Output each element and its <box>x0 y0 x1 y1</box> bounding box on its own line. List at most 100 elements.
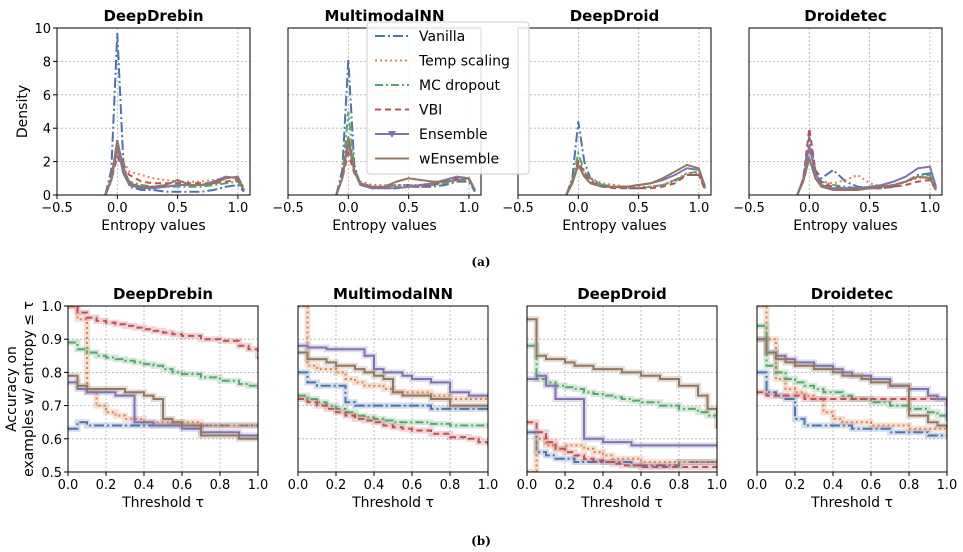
panel-title: Droidetec <box>804 7 886 25</box>
x-tick-label: 0.5 <box>398 201 419 216</box>
series-line-vbi <box>757 391 947 406</box>
legend-label-mc-dropout: MC dropout <box>419 78 501 94</box>
plot-frame <box>67 305 259 473</box>
x-axis-label: Entropy values <box>332 218 436 234</box>
panel-title: DeepDrebin <box>103 7 203 25</box>
x-tick-label: 1.0 <box>689 201 710 216</box>
x-tick-label: 0.2 <box>555 478 576 493</box>
series-line-temp-scaling <box>298 306 488 400</box>
x-tick-label: 0.5 <box>859 201 880 216</box>
x-tick-label: −0.5 <box>733 201 765 216</box>
x-tick-label: 0.6 <box>172 478 193 493</box>
x-tick-label: 0.6 <box>861 478 882 493</box>
x-tick-label: 0.0 <box>338 201 359 216</box>
series-line-wensemble <box>68 374 258 440</box>
x-tick-label: 0.4 <box>593 478 614 493</box>
y-tick-label: 6 <box>43 89 51 104</box>
series-line-ensemble <box>68 381 258 437</box>
plot-frame <box>526 305 718 473</box>
series-group <box>104 32 245 195</box>
x-tick-label: 1.0 <box>920 201 941 216</box>
series-line-vbi <box>68 306 258 360</box>
x-tick-label: 1.0 <box>248 478 269 493</box>
series-group <box>565 121 706 195</box>
panel-6: 0.0 0.2 0.4 0.6 0.8 1.0 MultimodalNN Threshold … <box>288 285 499 511</box>
panel-title: DeepDrebin <box>113 285 213 303</box>
legend-label-vbi: VBI <box>419 103 442 119</box>
series-line-wensemble <box>757 338 947 429</box>
x-tick-label: 0.2 <box>785 478 806 493</box>
caption-b: (b) <box>471 534 491 548</box>
series-group <box>68 306 258 442</box>
series-line-vbi <box>527 421 717 468</box>
x-axis-label: Threshold τ <box>810 495 893 511</box>
legend-box <box>366 21 530 175</box>
series-band-wensemble <box>527 316 717 429</box>
series-group <box>757 306 947 439</box>
legend-label-ensemble: Ensemble <box>419 127 488 143</box>
x-tick-label: 0.0 <box>568 201 589 216</box>
x-tick-label: 0.0 <box>517 478 538 493</box>
x-tick-label: −0.5 <box>41 201 73 216</box>
x-tick-label: 1.0 <box>459 201 480 216</box>
series-line-vanilla <box>104 32 245 195</box>
series-line-ensemble <box>757 338 947 419</box>
series-line-mc-dropout <box>104 147 245 195</box>
y-tick-label: 1.0 <box>41 300 62 315</box>
series-line-ensemble <box>104 146 245 195</box>
panel-3: −0.5 0.0 0.5 1.0 DeepDroid Entropy values <box>502 7 712 234</box>
series-line-mc-dropout <box>757 324 947 423</box>
x-tick-label: 0.0 <box>799 201 820 216</box>
x-axis-label: Entropy values <box>101 218 205 234</box>
panel-title: MultimodalNN <box>333 285 453 303</box>
series-line-wensemble <box>527 318 717 429</box>
legend-label-wensemble: wEnsemble <box>419 152 499 168</box>
y-tick-label: 2 <box>43 156 51 171</box>
panel-7: 0.0 0.2 0.4 0.6 0.8 1.0 DeepDroid Threshold τ <box>517 285 728 511</box>
panel-5: 0.0 0.2 0.4 0.6 0.8 1.0 0.5 0.6 0.7 0.8 0.9 1.0 Deep… <box>4 285 268 511</box>
panel-title: MultimodalNN <box>324 7 444 25</box>
y-tick-label: 8 <box>43 55 51 70</box>
series-line-vanilla <box>565 121 706 195</box>
series-line-ensemble <box>298 344 488 397</box>
series-line-wensemble <box>796 154 937 195</box>
series-line-mc-dropout <box>565 149 706 195</box>
panel-title: DeepDroid <box>577 285 667 303</box>
y-axis-label-line: Density <box>15 85 31 138</box>
series-line-mc-dropout <box>68 341 258 389</box>
x-axis-label: Entropy values <box>793 218 897 234</box>
x-tick-label: 0.8 <box>899 478 920 493</box>
y-tick-label: 0.7 <box>41 400 62 415</box>
y-tick-label: 0.9 <box>41 333 62 348</box>
panel-8: 0.0 0.2 0.4 0.6 0.8 1.0 Droidetec Threshold τ <box>747 285 958 511</box>
series-line-vbi <box>565 158 706 195</box>
x-tick-label: 0.6 <box>631 478 652 493</box>
plot-frame <box>756 305 948 473</box>
y-tick-label: 0.6 <box>41 433 62 448</box>
x-tick-label: 0.4 <box>364 478 385 493</box>
x-tick-label: 0.2 <box>96 478 117 493</box>
x-tick-label: −0.5 <box>502 201 534 216</box>
x-axis-label: Threshold τ <box>121 495 204 511</box>
x-tick-label: 1.0 <box>228 201 249 216</box>
series-group <box>527 316 717 472</box>
y-axis-label: Density <box>15 85 31 138</box>
legend-label-temp-scaling: Temp scaling <box>418 54 510 70</box>
series-band-vbi <box>298 396 488 446</box>
legend: Vanilla Temp scaling MC dropout VBI Ensemble… <box>366 21 530 175</box>
plot-frame <box>56 27 251 196</box>
x-tick-label: 0.0 <box>58 478 79 493</box>
x-axis-label: Threshold τ <box>580 495 663 511</box>
y-tick-label: 4 <box>43 122 51 137</box>
series-line-ensemble <box>527 374 717 447</box>
series-line-vanilla <box>298 371 488 410</box>
x-tick-label: 0.8 <box>210 478 231 493</box>
y-tick-label: 10 <box>34 22 51 37</box>
series-line-vanilla <box>527 431 717 467</box>
x-tick-label: 1.0 <box>937 478 958 493</box>
series-line-vanilla <box>68 421 258 430</box>
y-tick-label: 0.5 <box>41 466 62 481</box>
plot-frame <box>748 27 943 196</box>
x-tick-label: 0.8 <box>669 478 690 493</box>
x-tick-label: 1.0 <box>707 478 728 493</box>
